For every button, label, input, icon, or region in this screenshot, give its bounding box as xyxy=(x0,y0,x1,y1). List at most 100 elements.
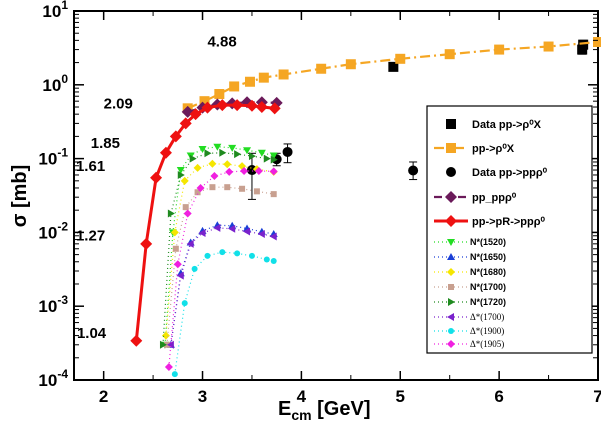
series-line xyxy=(170,224,274,345)
series-point xyxy=(210,172,219,181)
series-point xyxy=(593,37,601,48)
legend-item: pp->ρ⁰X xyxy=(434,143,515,155)
series-point xyxy=(244,76,255,87)
y-axis-title: σ [mb] xyxy=(9,165,31,228)
series-point xyxy=(228,144,237,152)
legend-marker xyxy=(446,167,456,177)
series-point xyxy=(248,252,255,259)
series-0 xyxy=(388,39,589,72)
legend-label: pp->pR->ppρ⁰ xyxy=(472,216,546,228)
series-point xyxy=(191,265,198,272)
legend-marker xyxy=(445,191,457,203)
series-point xyxy=(225,167,234,176)
annotation-layer: 4.88 2.09 1.85 1.61 1.27 1.04 xyxy=(76,34,237,343)
legend-marker xyxy=(447,268,455,276)
series-point xyxy=(198,145,207,153)
series-point xyxy=(444,49,455,60)
series-point xyxy=(494,44,505,55)
legend-item: pp_ppρ⁰ xyxy=(434,191,517,204)
series-point xyxy=(248,152,256,161)
series-point xyxy=(183,209,192,218)
series-point xyxy=(213,223,221,232)
plot-frame xyxy=(73,10,599,381)
x-tick-label: 3 xyxy=(198,387,207,406)
series-point xyxy=(239,185,246,192)
legend-label: Data pp->ppρ⁰ xyxy=(472,167,548,179)
series-point xyxy=(224,184,231,191)
series-point xyxy=(213,143,222,151)
legend-label: pp_ppρ⁰ xyxy=(472,192,517,204)
energy-annotation: 1.04 xyxy=(77,325,107,342)
data-point xyxy=(408,165,419,176)
legend-label: Δ*(1905) xyxy=(470,339,504,349)
y-tick-base: 10 xyxy=(38,371,57,390)
series-point xyxy=(177,170,185,179)
y-tick-label: 10-3 xyxy=(38,293,68,316)
series-point xyxy=(269,152,278,160)
legend-label: Δ*(1700) xyxy=(470,312,504,322)
series-point xyxy=(254,166,263,175)
legend-label: pp->ρ⁰X xyxy=(472,143,515,155)
series-point xyxy=(194,189,201,196)
y-tick-exponent: -4 xyxy=(57,367,68,381)
legend-label: N*(1700) xyxy=(470,282,506,292)
y-tick-base: 10 xyxy=(38,223,57,242)
legend-marker xyxy=(448,328,454,334)
series-point xyxy=(208,159,217,168)
series-point xyxy=(171,371,178,378)
energy-annotation: 1.27 xyxy=(76,227,105,244)
series-point xyxy=(159,340,167,349)
legend: Data pp->ρ⁰X pp->ρ⁰X Data pp->ppρ⁰ pp_ppρ⁰p… xyxy=(426,105,593,354)
series-point xyxy=(223,160,232,169)
series-point xyxy=(180,176,189,185)
series-point xyxy=(169,130,182,143)
series-point xyxy=(229,81,240,92)
y-tick-exponent: 1 xyxy=(61,0,68,12)
series-line xyxy=(164,146,274,345)
x-tick-label: 6 xyxy=(494,387,503,406)
y-tick-exponent: -3 xyxy=(57,293,68,307)
x-axis-title-main: E xyxy=(278,398,291,420)
series-10 xyxy=(166,223,277,349)
legend-item: Δ*(1700) xyxy=(434,312,504,322)
legend-item: N*(1680) xyxy=(434,267,506,277)
series-point xyxy=(255,101,268,114)
legend-label: Data pp->ρ⁰X xyxy=(472,119,542,131)
series-point xyxy=(172,245,179,252)
series-point xyxy=(395,53,406,64)
series-7 xyxy=(161,159,278,340)
legend-item: N*(1700) xyxy=(434,282,506,292)
series-point xyxy=(196,183,205,192)
series-point xyxy=(543,41,554,52)
x-tick-label: 5 xyxy=(396,387,405,406)
series-point xyxy=(270,191,277,198)
series-12 xyxy=(164,166,278,372)
x-tick-label: 2 xyxy=(99,387,108,406)
y-tick-label: 100 xyxy=(42,72,68,95)
series-point xyxy=(253,188,260,195)
legend-item: Δ*(1900) xyxy=(434,326,504,336)
y-tick-base: 10 xyxy=(42,76,61,95)
series-point xyxy=(181,300,188,307)
series-point xyxy=(270,257,277,264)
data-point xyxy=(246,165,257,176)
series-point xyxy=(219,148,227,157)
series-line xyxy=(187,40,599,110)
series-point xyxy=(263,256,270,263)
series-point xyxy=(161,331,170,340)
y-tick-label: 101 xyxy=(42,0,68,21)
series-point xyxy=(176,271,184,280)
series-point xyxy=(219,249,226,256)
y-tick-exponent: -1 xyxy=(57,146,68,160)
series-line xyxy=(170,227,274,345)
x-axis-title-sub: cm xyxy=(291,407,311,423)
x-axis-title: Ecm [GeV] xyxy=(278,398,370,423)
series-point xyxy=(199,96,210,107)
series-point xyxy=(189,108,202,121)
series-8 xyxy=(163,184,277,348)
legend-marker xyxy=(447,253,455,260)
series-point xyxy=(245,99,258,112)
series-point xyxy=(170,228,179,237)
series-point xyxy=(243,147,252,155)
energy-annotation: 4.88 xyxy=(207,34,236,51)
